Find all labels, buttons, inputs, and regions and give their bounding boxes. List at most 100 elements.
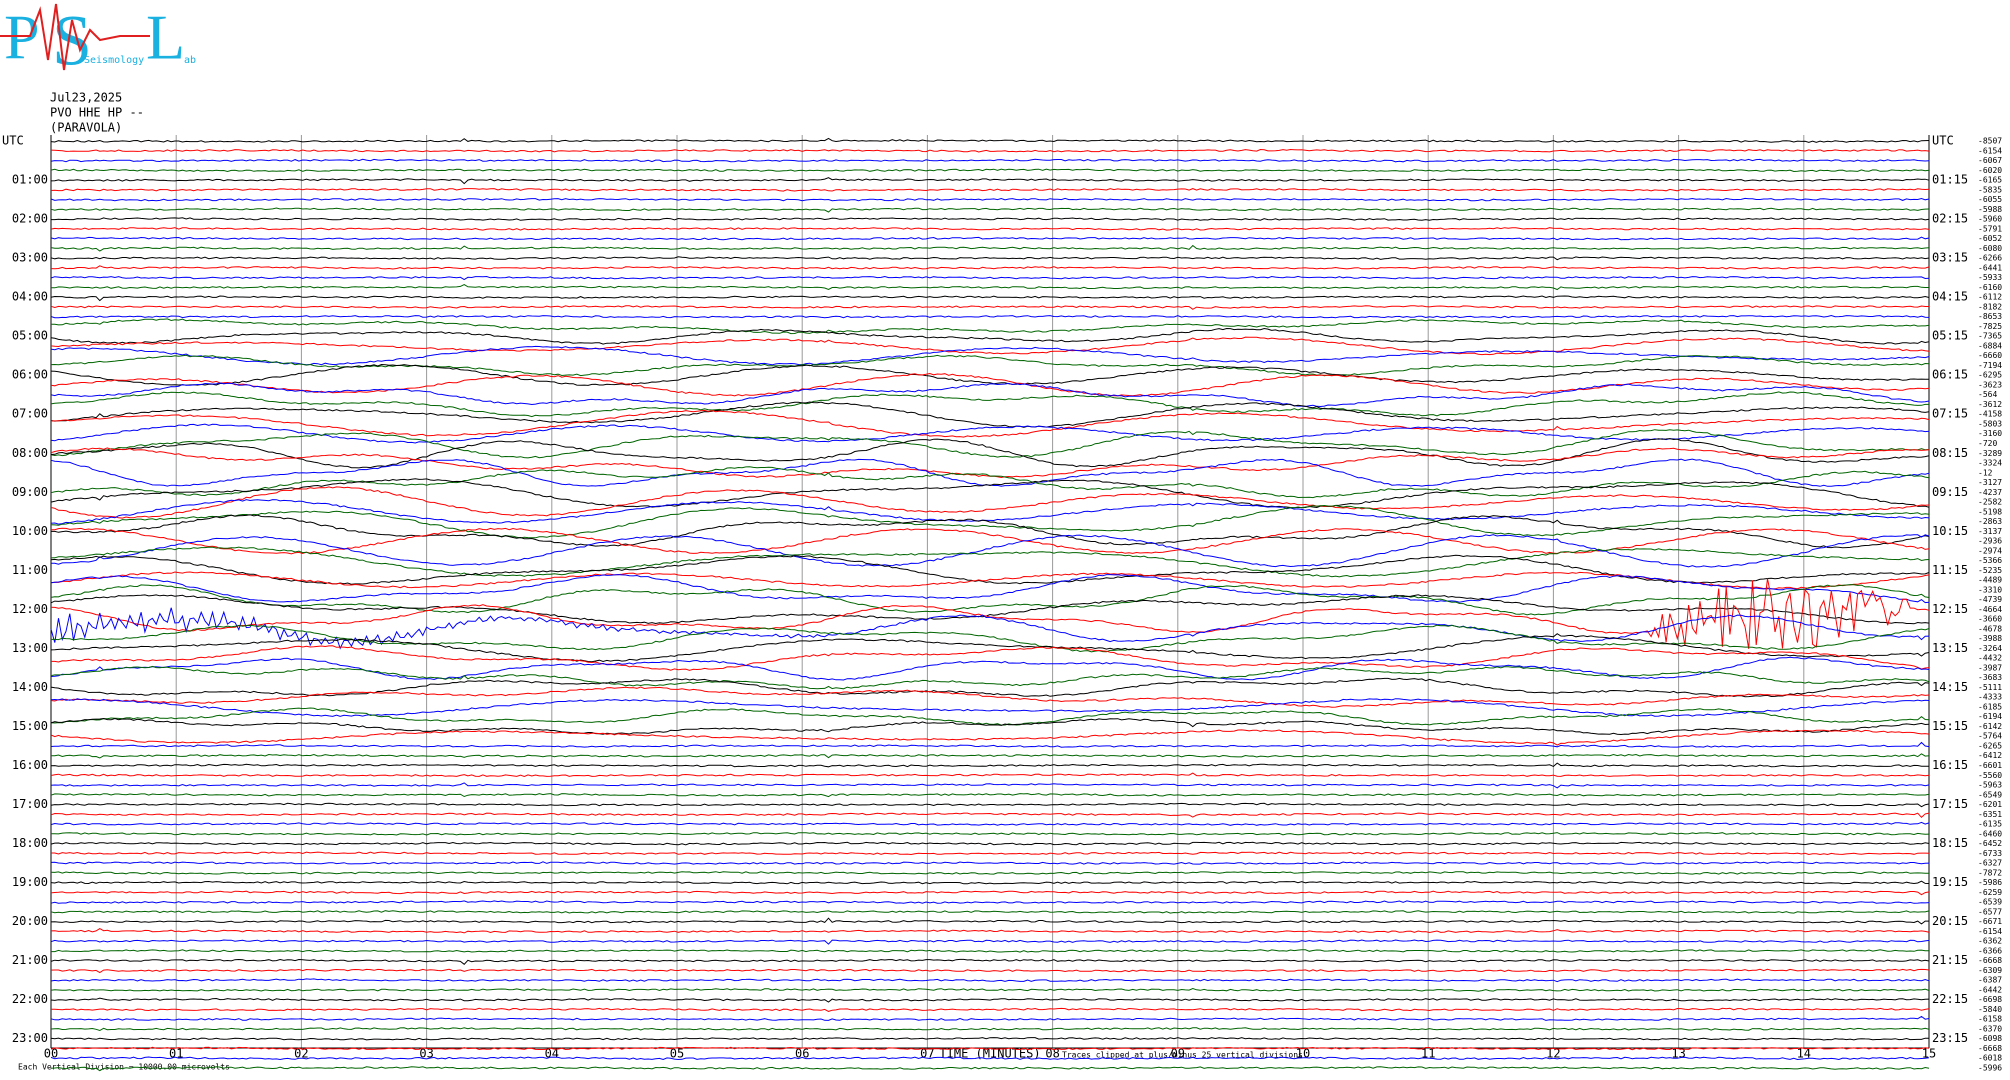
trace (50, 486, 1930, 519)
logo-letter: L (146, 2, 185, 73)
trace-offset: -12 (1978, 468, 1993, 477)
time-label: 21:15 (1932, 953, 1968, 967)
time-label: 03:15 (1932, 251, 1968, 265)
trace-offset: -6698 (1978, 995, 2002, 1004)
trace-offset: -6020 (1978, 166, 2002, 175)
time-label: 17:15 (1932, 797, 1968, 811)
trace (50, 939, 1930, 945)
trace (50, 1066, 1930, 1072)
trace (50, 741, 1930, 748)
trace-offset: -6370 (1978, 1024, 2002, 1033)
trace-offset: -6351 (1978, 810, 2002, 819)
time-label: 06:15 (1932, 368, 1968, 382)
trace-offset: -5996 (1978, 1064, 2002, 1073)
trace-offset: -7872 (1978, 868, 2002, 877)
logo: P S L Seismology ab (0, 1, 196, 81)
trace (50, 148, 1930, 153)
time-label: 08:00 (12, 446, 48, 460)
time-label: 11:15 (1932, 563, 1968, 577)
trace-offset: -4664 (1978, 605, 2002, 614)
trace-offset: -2863 (1978, 517, 2002, 526)
trace (50, 707, 1930, 726)
time-label: 08:15 (1932, 446, 1968, 460)
trace (50, 305, 1929, 310)
scale-note: Each Vertical Division = 10000.00 microv… (18, 1063, 230, 1072)
trace (50, 354, 1930, 377)
trace (50, 275, 1930, 281)
trace (50, 256, 1930, 261)
trace (51, 753, 1930, 759)
trace (50, 137, 1930, 143)
trace-offset: -5803 (1978, 419, 2002, 428)
trace-offset: -6549 (1978, 790, 2002, 799)
trace-offset: -5366 (1978, 556, 2002, 565)
trace (50, 821, 1930, 826)
trace (50, 1015, 1930, 1021)
trace (50, 1056, 1930, 1061)
time-label: 10:00 (12, 524, 48, 538)
trace-offset: -6067 (1978, 156, 2002, 165)
trace-offset: -6441 (1978, 263, 2002, 272)
trace-offset: -6259 (1978, 888, 2002, 897)
trace-offset: -4237 (1978, 488, 2002, 497)
time-label: 18:00 (12, 836, 48, 850)
time-label: 23:15 (1932, 1031, 1968, 1045)
trace (50, 987, 1930, 992)
trace (50, 900, 1930, 904)
trace (50, 197, 1930, 202)
trace (50, 880, 1930, 885)
trace-offset: -6112 (1978, 293, 2002, 302)
trace (51, 217, 1930, 221)
trace (50, 928, 1930, 934)
trace (50, 841, 1930, 846)
trace-offset: -720 (1978, 439, 1997, 448)
trace (50, 772, 1930, 778)
trace-offset: -5835 (1978, 185, 2002, 194)
trace (50, 578, 1930, 649)
trace-offset: -2936 (1978, 537, 2002, 546)
trace-offset: -6452 (1978, 839, 2002, 848)
trace-offset: -3264 (1978, 644, 2002, 653)
trace-offset: -2582 (1978, 498, 2002, 507)
trace-offset: -6142 (1978, 722, 2002, 731)
trace-offset: -6884 (1978, 341, 2002, 350)
time-label: 02:00 (12, 212, 48, 226)
trace-offset: -5791 (1978, 224, 2002, 233)
trace-offset: -6265 (1978, 741, 2002, 750)
trace (50, 633, 1930, 663)
time-label: 06:00 (12, 368, 48, 382)
trace (50, 236, 1930, 241)
trace-offset: -6327 (1978, 859, 2002, 868)
logo-wave (0, 3, 150, 71)
trace-offset: -6154 (1978, 927, 2002, 936)
time-label: 17:00 (12, 797, 48, 811)
x-tick-label: 14 (1797, 1047, 1811, 1061)
trace (50, 429, 1930, 459)
x-tick-label: 03 (419, 1047, 433, 1061)
trace-offset: -6160 (1978, 283, 2002, 292)
trace-offset: -4739 (1978, 595, 2002, 604)
trace (50, 890, 1930, 896)
time-label: 23:00 (12, 1031, 48, 1045)
time-label: 02:15 (1932, 212, 1968, 226)
trace (50, 958, 1930, 965)
trace-offset: -6266 (1978, 254, 2002, 263)
trace-offset: -6154 (1978, 146, 2002, 155)
time-label: 18:15 (1932, 836, 1968, 850)
trace-offset: -6295 (1978, 371, 2002, 380)
trace-offset: -6668 (1978, 956, 2002, 965)
trace-offset: -3660 (1978, 615, 2002, 624)
trace-offset: -5988 (1978, 205, 2002, 214)
trace (51, 645, 1930, 671)
trace-offset: -6671 (1978, 917, 2002, 926)
time-label: 15:15 (1932, 719, 1968, 733)
trace-offset: -6366 (1978, 946, 2002, 955)
trace-offset: -6362 (1978, 937, 2002, 946)
x-tick-label: 10 (1296, 1047, 1310, 1061)
trace (50, 1027, 1930, 1032)
trace-offset: -6018 (1978, 1054, 2002, 1063)
trace (51, 318, 1930, 335)
x-title: TIME (MINUTES) (939, 1047, 1040, 1061)
trace-offset: -3310 (1978, 585, 2002, 594)
